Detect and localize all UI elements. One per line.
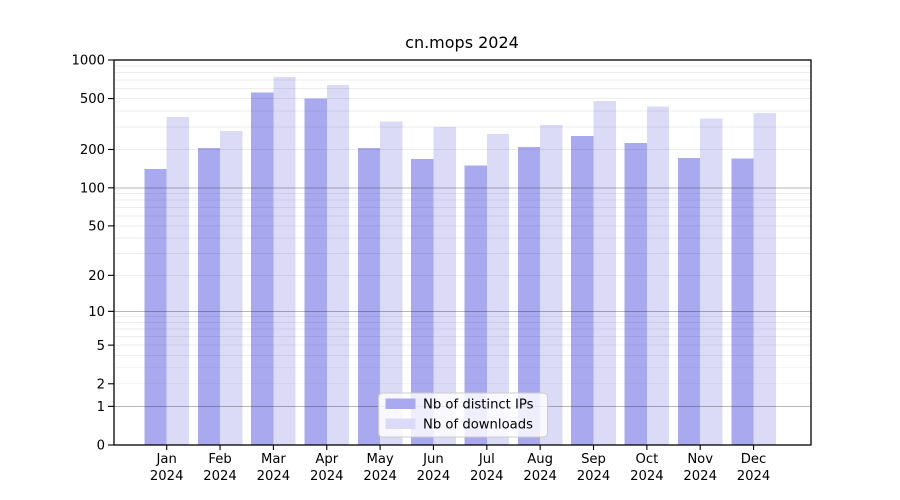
x-label-year-sep: 2024 <box>577 469 611 484</box>
x-label-month-aug: Aug <box>527 452 553 467</box>
x-axis-labels: Jan 2024 Feb 2024 Mar 2024 Apr 2024 May 2024 Jun 20… <box>150 452 770 484</box>
bar-distinct-ips-mar <box>251 92 274 446</box>
bar-downloads-aug <box>540 125 563 445</box>
x-label-year-jul: 2024 <box>470 469 504 484</box>
legend-label-downloads: Nb of downloads <box>423 418 533 433</box>
bar-downloads-jul <box>486 133 510 445</box>
x-label-year-mar: 2024 <box>257 469 291 484</box>
x-label-year-nov: 2024 <box>683 469 717 484</box>
y-tick-label-10: 10 <box>88 305 105 320</box>
gridlines-layer <box>114 65 811 407</box>
x-label-month-mar: Mar <box>261 452 286 467</box>
x-label-month-jul: Jul <box>478 452 495 467</box>
legend-label-distinct-ips: Nb of distinct IPs <box>423 398 534 413</box>
x-label-month-oct: Oct <box>635 452 658 467</box>
bar-distinct-ips-jul <box>464 165 487 445</box>
bar-distinct-ips-sep <box>571 135 594 446</box>
plot-frame <box>113 59 812 446</box>
x-label-year-aug: 2024 <box>523 469 557 484</box>
x-label-month-sep: Sep <box>581 452 606 467</box>
x-label-month-apr: Apr <box>315 452 338 467</box>
legend: Nb of distinct IPs Nb of downloads <box>378 392 548 438</box>
x-label-year-dec: 2024 <box>737 469 771 484</box>
x-label-year-oct: 2024 <box>630 469 664 484</box>
legend-frame <box>378 392 548 438</box>
x-label-month-feb: Feb <box>208 452 231 467</box>
x-label-month-nov: Nov <box>687 452 713 467</box>
bar-distinct-ips-may <box>357 148 381 445</box>
bar-downloads-nov <box>700 118 723 446</box>
bar-distinct-ips-apr <box>304 98 327 445</box>
bar-downloads-jan <box>166 116 189 445</box>
y-tick-label-1: 1 <box>97 400 105 415</box>
x-label-month-jun: Jun <box>422 452 444 467</box>
y-tick-label-2: 2 <box>97 377 105 392</box>
y-axis-labels: 0 1 2 5 10 20 50 100 200 500 1000 <box>71 54 105 454</box>
bar-downloads-dec <box>753 113 776 445</box>
bar-downloads-apr <box>326 84 350 445</box>
bar-distinct-ips-feb <box>197 148 221 445</box>
x-label-month-jan: Jan <box>156 452 177 467</box>
bar-distinct-ips-jan <box>144 169 167 445</box>
y-tick-label-200: 200 <box>80 143 105 158</box>
chart-title: cn.mops 2024 <box>405 33 519 52</box>
y-tick-label-100: 100 <box>80 181 105 196</box>
bar-downloads-sep <box>593 100 616 445</box>
legend-swatch-downloads <box>385 418 416 429</box>
x-label-year-apr: 2024 <box>310 469 344 484</box>
bars-layer <box>144 76 776 446</box>
bar-downloads-feb <box>220 130 243 446</box>
x-label-month-may: May <box>366 452 393 467</box>
bar-distinct-ips-oct <box>624 142 647 445</box>
x-label-year-feb: 2024 <box>203 469 237 484</box>
y-tick-label-500: 500 <box>80 92 105 107</box>
x-label-year-jan: 2024 <box>150 469 184 484</box>
legend-swatch-distinct-ips <box>385 398 416 409</box>
bar-distinct-ips-aug <box>517 146 541 445</box>
x-label-year-jun: 2024 <box>417 469 451 484</box>
y-tick-label-5: 5 <box>97 339 105 354</box>
x-label-year-may: 2024 <box>363 469 397 484</box>
y-tick-label-20: 20 <box>88 269 105 284</box>
y-tick-label-0: 0 <box>97 439 105 454</box>
bar-distinct-ips-dec <box>731 158 754 445</box>
bar-distinct-ips-jun <box>411 159 434 445</box>
x-label-month-dec: Dec <box>741 452 767 467</box>
bar-distinct-ips-nov <box>677 157 701 445</box>
y-tick-label-50: 50 <box>88 219 105 234</box>
bar-downloads-oct <box>646 106 670 445</box>
bar-downloads-mar <box>273 76 296 445</box>
axes-layer <box>108 59 755 450</box>
bar-downloads-jun <box>433 126 456 446</box>
y-tick-label-1000: 1000 <box>71 54 105 69</box>
bar-downloads-may <box>380 121 403 446</box>
